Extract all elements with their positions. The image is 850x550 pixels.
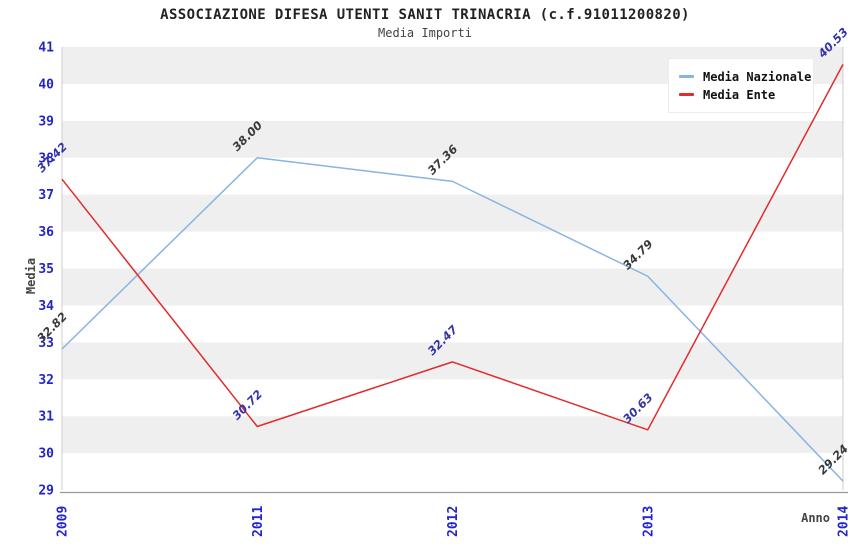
x-tick-label: 2009: [56, 506, 71, 537]
chart-subtitle: Media Importi: [378, 26, 472, 40]
x-tick-label: 2012: [446, 506, 461, 537]
legend-item-media-nazionale: Media Nazionale: [679, 69, 811, 84]
grid-band: [62, 231, 843, 269]
legend-label: Media Ente: [703, 87, 776, 102]
y-tick-label: 40: [38, 77, 54, 92]
chart-title: ASSOCIAZIONE DIFESA UTENTI SANIT TRINACR…: [160, 7, 690, 23]
x-tick-label: 2013: [641, 506, 656, 537]
x-tick-label: 2014: [837, 506, 850, 537]
grid-band: [62, 453, 843, 490]
grid-band: [62, 379, 843, 417]
x-tick-label: 2011: [251, 506, 266, 537]
y-tick-label: 36: [38, 225, 54, 240]
series-line-media-ente: [61, 63, 844, 431]
y-tick-label: 34: [38, 299, 54, 314]
legend-item-media-ente: Media Ente: [679, 87, 805, 102]
y-tick-label: 41: [38, 41, 54, 56]
y-tick-label: 29: [38, 484, 54, 499]
series-line-media-nazionale: [61, 157, 844, 482]
y-tick-label: 30: [38, 447, 54, 462]
y-axis-title: Media: [24, 257, 39, 295]
grid-band: [62, 342, 843, 380]
grid-band: [62, 194, 843, 232]
y-tick-label: 37: [38, 188, 54, 203]
y-tick-label: 31: [38, 410, 54, 425]
media-nazionale-line-swatch: [679, 75, 694, 78]
y-tick-label: 39: [38, 114, 54, 129]
legend-label: Media Nazionale: [703, 69, 812, 84]
y-tick-label: 38: [38, 151, 54, 166]
chart-legend: Media Nazionale Media Ente: [668, 58, 814, 113]
grid-band: [62, 416, 843, 454]
grid-band: [62, 157, 843, 195]
media-ente-line-swatch: [679, 93, 694, 96]
y-tick-label: 33: [38, 336, 54, 351]
x-axis-title: Anno: [801, 511, 830, 525]
grid-band: [62, 305, 843, 343]
grid-band: [62, 268, 843, 306]
grid-band: [62, 120, 843, 158]
y-tick-label: 35: [38, 262, 54, 277]
y-tick-label: 32: [38, 373, 54, 388]
